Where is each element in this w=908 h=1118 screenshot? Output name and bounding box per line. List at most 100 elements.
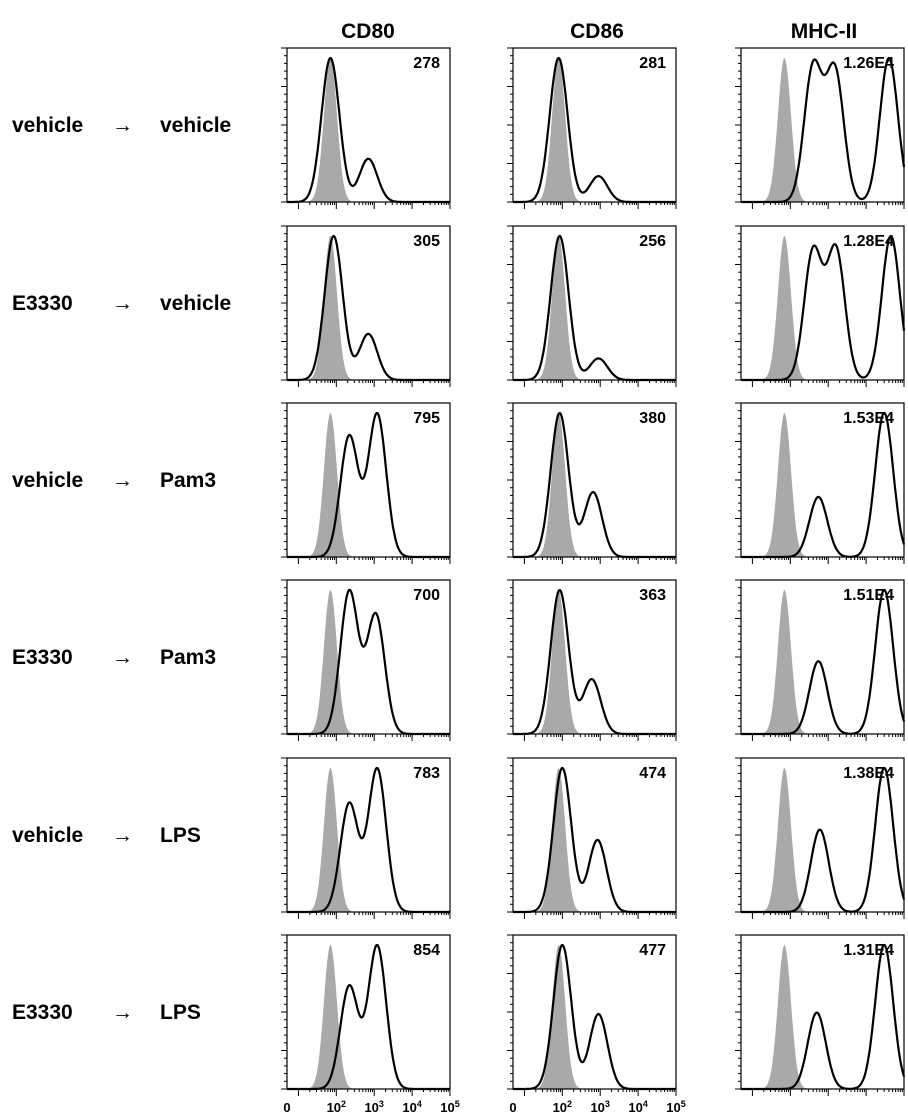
axis-ticks <box>281 47 451 209</box>
x-axis-tick-labels: 0 102 103 104 105 0 102 103 104 105 <box>283 1099 685 1115</box>
axis-ticks <box>281 579 451 741</box>
isotype-histogram <box>741 236 904 380</box>
row-label-pretreatment: vehicle <box>12 469 83 492</box>
histogram-panel: 1.26E4 <box>735 47 906 209</box>
histogram-panel: 380 <box>507 402 677 564</box>
mfi-value: 795 <box>413 410 440 427</box>
mfi-value: 477 <box>639 942 666 959</box>
axis-ticks <box>735 402 905 564</box>
stain-histogram <box>512 588 677 736</box>
x-tick-label: 104 <box>402 1099 421 1115</box>
stain-histogram <box>740 56 906 204</box>
row-label-treatment: Pam3 <box>160 469 216 492</box>
axis-ticks <box>281 757 451 919</box>
histogram-panels: 278 281 1.26E4 305 256 1.28E4 795 380 1.53E4 700 3… <box>281 47 906 1096</box>
row-label-arrow: → <box>112 646 133 669</box>
stain-histogram <box>740 766 906 914</box>
histogram-panel: 1.31E4 <box>735 934 906 1096</box>
histogram-panel: 363 <box>507 579 677 741</box>
axis-ticks <box>735 757 905 919</box>
axis-ticks <box>507 934 677 1096</box>
stain-histogram <box>286 411 451 559</box>
mfi-value: 1.38E4 <box>843 765 894 782</box>
x-tick-label: 0 <box>283 1100 290 1115</box>
histogram-panel: 474 <box>507 757 677 919</box>
stain-histogram <box>286 234 451 382</box>
histogram-panel: 783 <box>281 757 451 919</box>
stain-histogram <box>286 943 451 1091</box>
mfi-value: 1.31E4 <box>843 942 894 959</box>
histogram-panel: 278 <box>281 47 451 209</box>
row-label-treatment: LPS <box>160 1001 201 1024</box>
x-tick-label: 105 <box>666 1099 685 1115</box>
isotype-histogram <box>741 590 904 734</box>
x-tick-label: 102 <box>553 1099 572 1115</box>
histogram-panel: 1.51E4 <box>735 579 906 741</box>
mfi-value: 1.53E4 <box>843 410 894 427</box>
isotype-histogram <box>741 768 904 912</box>
histogram-panel: 477 <box>507 934 677 1096</box>
row-label-treatment: vehicle <box>160 292 231 315</box>
histogram-panel: 1.28E4 <box>735 225 906 387</box>
axis-ticks <box>507 579 677 741</box>
axis-ticks <box>281 225 451 387</box>
row-label: E3330 → Pam3 <box>12 646 216 669</box>
row-label-pretreatment: E3330 <box>12 292 73 315</box>
row-label: vehicle → Pam3 <box>12 469 216 492</box>
x-tick-label: 102 <box>327 1099 346 1115</box>
isotype-histogram <box>513 58 676 202</box>
isotype-histogram <box>287 945 450 1089</box>
histogram-panel: 1.38E4 <box>735 757 906 919</box>
mfi-value: 278 <box>413 55 440 72</box>
mfi-value: 1.26E4 <box>843 55 894 72</box>
stain-histogram <box>740 588 906 736</box>
stain-histogram <box>512 411 677 559</box>
row-label: E3330 → vehicle <box>12 292 231 315</box>
histogram-panel: 1.53E4 <box>735 402 906 564</box>
isotype-histogram <box>513 590 676 734</box>
isotype-histogram <box>287 413 450 557</box>
stain-histogram <box>512 943 677 1091</box>
isotype-histogram <box>741 945 904 1089</box>
axis-ticks <box>735 934 905 1096</box>
histogram-panel: 700 <box>281 579 451 741</box>
mfi-value: 474 <box>639 765 666 782</box>
x-tick-label: 104 <box>628 1099 647 1115</box>
row-label: E3330 → LPS <box>12 1001 201 1024</box>
isotype-histogram <box>287 58 450 202</box>
row-label-pretreatment: vehicle <box>12 824 83 847</box>
row-label-treatment: LPS <box>160 824 201 847</box>
mfi-value: 783 <box>413 765 440 782</box>
isotype-histogram <box>741 58 904 202</box>
axis-ticks <box>735 47 905 209</box>
row-label-arrow: → <box>112 292 133 315</box>
row-label-pretreatment: vehicle <box>12 114 83 137</box>
isotype-histogram <box>513 236 676 380</box>
stain-histogram <box>740 234 906 382</box>
stain-histogram <box>512 234 677 382</box>
axis-ticks <box>735 225 905 387</box>
stain-histogram <box>740 411 906 559</box>
isotype-histogram <box>741 413 904 557</box>
x-tick-label: 105 <box>440 1099 459 1115</box>
isotype-histogram <box>513 768 676 912</box>
row-label-treatment: vehicle <box>160 114 231 137</box>
axis-ticks <box>507 757 677 919</box>
mfi-value: 700 <box>413 587 440 604</box>
row-label-arrow: → <box>112 1001 133 1024</box>
isotype-histogram <box>287 236 450 380</box>
histogram-panel: 256 <box>507 225 677 387</box>
axis-ticks <box>281 402 451 564</box>
stain-histogram <box>512 766 677 914</box>
mfi-value: 1.51E4 <box>843 587 894 604</box>
isotype-histogram <box>287 590 450 734</box>
row-label-arrow: → <box>112 114 133 137</box>
histogram-panel: 854 <box>281 934 451 1096</box>
column-header-cd80: CD80 <box>341 20 395 43</box>
mfi-value: 281 <box>639 55 666 72</box>
column-header-cd86: CD86 <box>570 20 624 43</box>
x-tick-label: 0 <box>509 1100 516 1115</box>
row-label: vehicle → vehicle <box>12 114 231 137</box>
stain-histogram <box>286 766 451 914</box>
